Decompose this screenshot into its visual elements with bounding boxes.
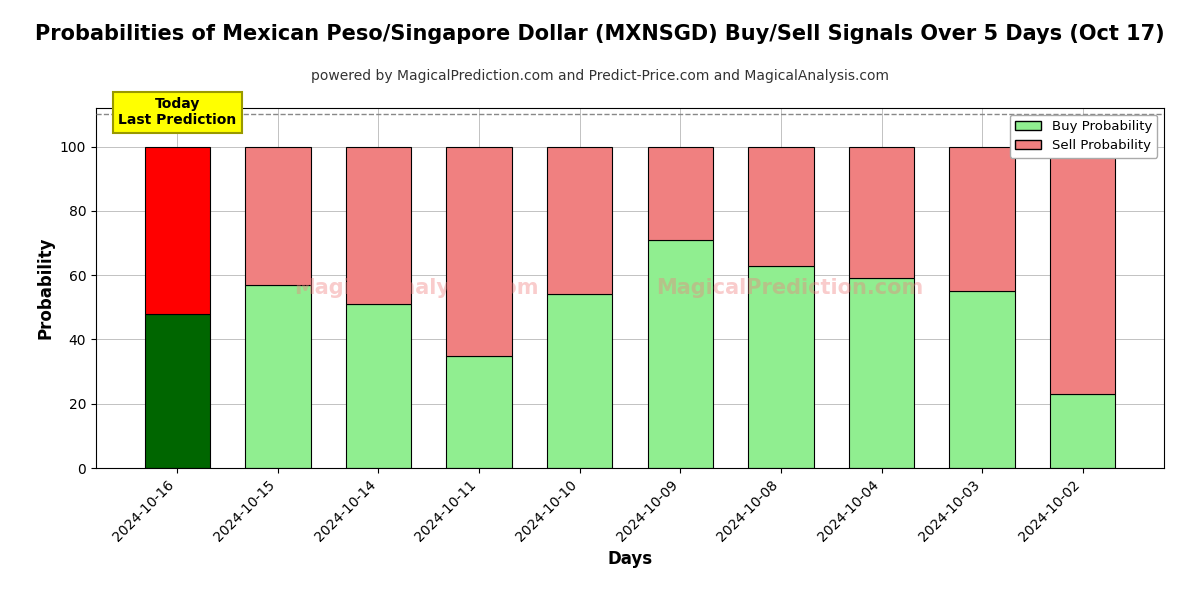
Text: MagicalPrediction.com: MagicalPrediction.com [656,278,924,298]
X-axis label: Days: Days [607,550,653,568]
Text: MagicalAnalysis.com: MagicalAnalysis.com [294,278,539,298]
Y-axis label: Probability: Probability [36,237,54,339]
Bar [949,146,1015,291]
Bar [245,146,311,285]
Bar [648,146,713,240]
Bar [346,304,412,468]
Bar [144,146,210,314]
Bar [949,291,1015,468]
Text: Probabilities of Mexican Peso/Singapore Dollar (MXNSGD) Buy/Sell Signals Over 5 : Probabilities of Mexican Peso/Singapore … [35,24,1165,44]
Bar [446,355,511,468]
Bar [848,146,914,278]
Bar [446,146,511,355]
Bar [749,265,814,468]
Legend: Buy Probability, Sell Probability: Buy Probability, Sell Probability [1009,115,1158,158]
Bar [648,240,713,468]
Bar [1050,146,1116,394]
Bar [1050,394,1116,468]
Bar [749,146,814,265]
Bar [848,278,914,468]
Text: Today
Last Prediction: Today Last Prediction [118,97,236,127]
Bar [346,146,412,304]
Bar [144,314,210,468]
Bar [245,285,311,468]
Text: powered by MagicalPrediction.com and Predict-Price.com and MagicalAnalysis.com: powered by MagicalPrediction.com and Pre… [311,69,889,83]
Bar [547,295,612,468]
Bar [547,146,612,295]
